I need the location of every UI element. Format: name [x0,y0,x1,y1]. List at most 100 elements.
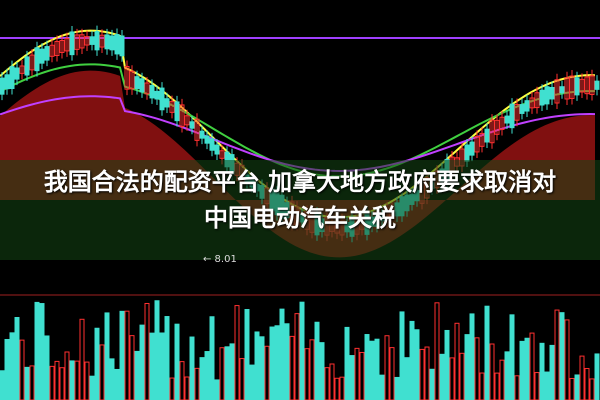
volume-bar [84,361,90,400]
volume-bar [494,372,500,400]
candle-body [579,78,585,93]
volume-bar [359,351,365,400]
volume-bar [584,368,590,400]
volume-bar [304,348,310,400]
volume-bar [339,376,345,400]
volume-bar [104,312,110,400]
volume-bar [144,302,150,400]
candle-body [584,76,590,95]
candle-body [179,104,185,128]
candle-body [54,40,60,57]
candle-body [544,86,550,105]
candle-body [59,40,65,53]
volume-bar [369,340,375,400]
candle-body [549,86,555,100]
candle-body [529,97,535,109]
candle-body [184,115,190,126]
volume-bar [524,337,530,400]
candle-body [29,54,35,71]
volume-bar [564,319,570,400]
candle-body [484,128,490,143]
candle-body [69,31,75,56]
volume-bar [414,329,420,400]
volume-bar [194,367,200,400]
volume-bar [94,327,100,400]
candle-body [514,104,520,121]
candle-body [199,130,205,139]
volume-bar [59,367,65,400]
candle-body [164,98,170,108]
candle-body [74,34,80,50]
volume-bar [594,353,600,400]
volume-bar [114,368,120,400]
candle-body [524,100,530,112]
candle-body [564,77,570,100]
candle-body [509,103,515,129]
volume-bar [159,332,165,400]
headline-line-1: 我国合法的配资平台 加拿大地方政府要求取消对 [43,168,557,196]
candle-body [89,36,95,45]
volume-bar [344,326,350,400]
volume-bar [389,347,395,400]
headline: 我国合法的配资平台 加拿大地方政府要求取消对 中国电动汽车关税 [0,164,600,236]
candle-body [489,119,495,144]
volume-bar [54,360,60,400]
volume-bar [219,347,225,400]
volume-bar [554,309,560,400]
candle-body [189,121,195,129]
volume-bar [279,308,285,400]
volume-bar [379,374,385,400]
volume-bar [289,335,295,400]
candle-body [464,144,470,162]
volume-bar [454,322,460,400]
candle-body [134,76,140,89]
volume-bar [239,358,245,400]
candle-body [44,46,50,61]
volume-bar [489,343,495,400]
candle-body [34,47,40,72]
volume-bar [129,335,135,400]
volume-bar [589,378,595,400]
volume-bar [154,300,160,400]
candle-body [4,74,10,90]
volume-bar [89,375,95,400]
volume-bar [264,345,270,400]
volume-bar [399,311,405,400]
candle-body [9,66,15,90]
volume-bar [149,332,155,400]
volume-bar [364,334,370,400]
candle-body [49,44,55,57]
volume-bar [349,355,355,400]
candle-body [554,79,560,104]
volume-bar [14,316,20,400]
candle-body [64,38,70,52]
volume-bar [229,343,235,400]
volume-bar [79,318,85,400]
candle-body [594,80,600,90]
candle-body [129,70,135,90]
volume-bar [519,340,525,400]
volume-bar [559,312,565,400]
candle-body [84,36,90,46]
volume-bar [464,334,470,400]
candle-body [39,48,45,64]
volume-bar [29,365,35,400]
volume-bar [214,379,220,400]
volume-bar [139,324,145,400]
volume-bar [394,376,400,400]
volume-bar [19,339,25,400]
volume-bar [74,360,80,400]
volume-bar [404,357,410,400]
candle-body [214,144,220,155]
volume-bar [504,351,510,400]
volume-bar [484,305,490,400]
candle-body [174,101,180,122]
volume-bar [284,323,290,400]
candle-body [219,150,225,159]
volume-bar [164,316,170,400]
volume-bar [119,310,125,400]
candle-body [79,34,85,49]
candle-body [504,115,510,124]
candle-body [539,89,545,106]
volume-bar [434,302,440,400]
